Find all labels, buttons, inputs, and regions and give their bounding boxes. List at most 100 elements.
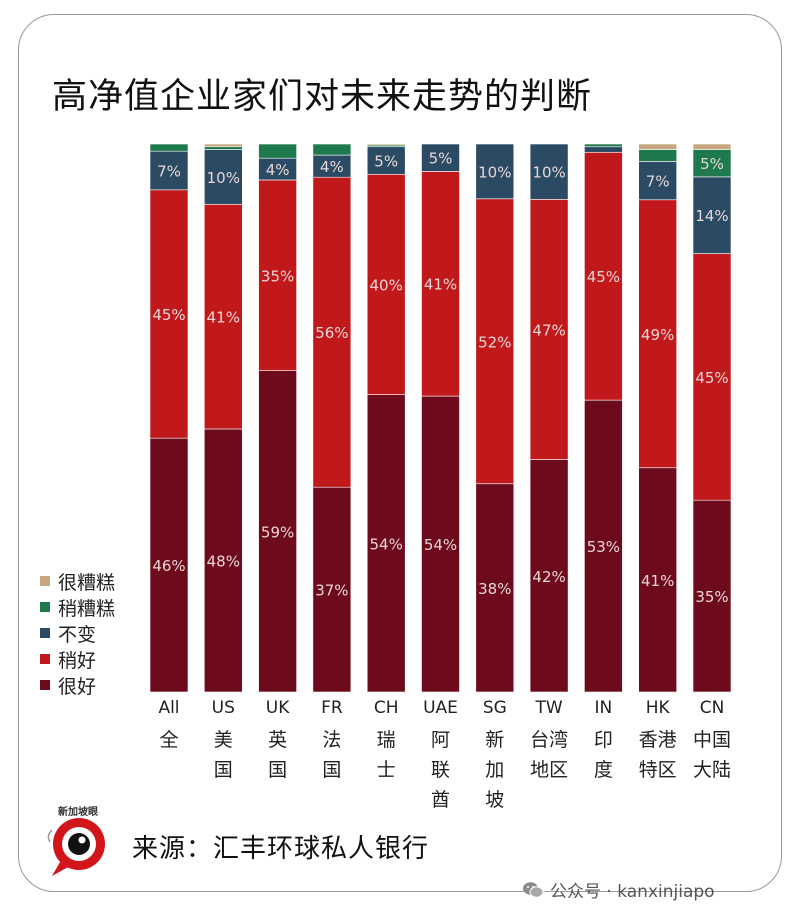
category-name-line: 印 bbox=[593, 729, 613, 751]
category-code: SG bbox=[482, 698, 507, 718]
data-label: 5% bbox=[429, 150, 453, 168]
category-label: CN 中国 大陆 bbox=[682, 697, 742, 785]
data-label: 41% bbox=[641, 572, 674, 590]
bar-segment bbox=[692, 253, 732, 501]
legend-swatch bbox=[40, 628, 50, 638]
bar-segment bbox=[312, 143, 352, 156]
data-label: 54% bbox=[370, 535, 403, 553]
bar-segment bbox=[584, 146, 623, 153]
bar-segment bbox=[204, 203, 243, 430]
category-name-line: 法 bbox=[322, 729, 342, 751]
legend-swatch bbox=[40, 602, 50, 612]
data-label: 35% bbox=[695, 588, 728, 606]
category-name-line: 加 bbox=[485, 759, 505, 781]
legend-swatch bbox=[40, 680, 50, 690]
category-name-line: 酋 bbox=[430, 789, 450, 811]
legend-label: 不变 bbox=[58, 623, 97, 646]
bar-segment bbox=[421, 395, 460, 693]
source-note: 来源：汇丰环球私人银行 bbox=[132, 834, 430, 864]
bar-segment bbox=[258, 370, 297, 693]
data-label: 45% bbox=[587, 268, 620, 286]
data-label: 10% bbox=[532, 164, 565, 182]
category-code: CH bbox=[373, 698, 399, 718]
bar-segment bbox=[204, 146, 243, 150]
data-label: 10% bbox=[478, 163, 511, 181]
category-name-line: 特区 bbox=[638, 759, 677, 781]
legend-swatch bbox=[40, 654, 50, 664]
category-label: SG 新加坡 bbox=[465, 697, 525, 815]
legend-label: 很糟糕 bbox=[58, 571, 116, 594]
category-name-line: 中国 bbox=[692, 729, 731, 751]
legend-label: 很好 bbox=[58, 675, 97, 698]
bar-segment bbox=[149, 189, 189, 439]
bar-segment bbox=[529, 199, 569, 460]
data-label: 7% bbox=[157, 162, 181, 180]
bar-segment bbox=[529, 459, 569, 693]
bar-segment bbox=[692, 499, 732, 693]
bar-segment bbox=[421, 171, 460, 397]
legend-item: 稍糟糕 bbox=[40, 594, 115, 620]
data-label: 54% bbox=[424, 536, 457, 554]
watermark: 公众号 · kanxinjiapo bbox=[522, 877, 715, 902]
chart-title: 高净值企业家们对未来走势的判断 bbox=[52, 77, 593, 117]
bar-segment bbox=[475, 483, 515, 693]
category-name-line: 国 bbox=[213, 759, 233, 781]
bar-segment bbox=[638, 467, 678, 693]
bar-segment bbox=[204, 428, 243, 693]
data-label: 4% bbox=[266, 161, 290, 179]
bar-segment bbox=[692, 149, 732, 178]
data-label: 7% bbox=[646, 173, 670, 191]
category-name-line: 度 bbox=[593, 759, 613, 781]
bar-segment bbox=[258, 143, 297, 159]
category-label: HK 香港 特区 bbox=[628, 697, 688, 785]
bar-segment bbox=[366, 394, 406, 693]
bar-segment bbox=[692, 143, 732, 150]
category-code: IN bbox=[594, 698, 613, 718]
category-name-line: 坡 bbox=[485, 789, 505, 811]
category-code: UAE bbox=[423, 698, 458, 718]
data-label: 45% bbox=[695, 369, 728, 387]
category-name-line: 联 bbox=[430, 759, 450, 781]
legend-swatch bbox=[40, 576, 50, 586]
bar-segment bbox=[366, 143, 406, 146]
data-label: 48% bbox=[207, 552, 240, 570]
data-label: 5% bbox=[700, 155, 724, 173]
legend-item: 稍好 bbox=[40, 646, 115, 672]
legend-label: 稍糟糕 bbox=[58, 597, 116, 620]
category-label: All 全 bbox=[139, 697, 199, 755]
bar-segment bbox=[149, 150, 189, 191]
category-label: TW 台湾 地区 bbox=[519, 697, 579, 785]
bar-segment bbox=[204, 149, 243, 205]
category-name-line: 香港 bbox=[638, 729, 677, 751]
category-code: UK bbox=[265, 698, 290, 718]
bar-segment bbox=[149, 143, 189, 152]
watermark-text: 公众号 · kanxinjiapo bbox=[550, 882, 715, 902]
bar-segment bbox=[204, 143, 243, 148]
category-name-line: 英 bbox=[268, 729, 288, 751]
category-name-line: 地区 bbox=[530, 759, 569, 781]
category-name-line: 美 bbox=[213, 729, 233, 751]
category-name-line: 国 bbox=[322, 759, 342, 781]
bar-segment bbox=[258, 179, 297, 371]
data-label: 14% bbox=[695, 207, 728, 225]
category-name-line: 全 bbox=[159, 729, 179, 751]
category-code: US bbox=[211, 698, 235, 718]
data-label: 53% bbox=[587, 538, 620, 556]
bar-segment bbox=[584, 151, 623, 401]
bar-segment bbox=[692, 176, 732, 254]
data-label: 35% bbox=[261, 267, 294, 285]
data-label: 52% bbox=[478, 333, 511, 351]
category-label: IN 印度 bbox=[573, 697, 633, 785]
bar-segment bbox=[366, 173, 406, 395]
category-label: UAE 阿联酋 bbox=[411, 697, 471, 815]
category-code: CN bbox=[699, 698, 725, 718]
data-label: 45% bbox=[152, 306, 185, 324]
category-name-line: 阿 bbox=[430, 729, 450, 751]
category-label: CH 瑞士 bbox=[356, 697, 416, 785]
legend-label: 稍好 bbox=[58, 649, 97, 672]
bar-segment bbox=[312, 486, 352, 693]
bar-segment bbox=[475, 198, 515, 485]
category-label: US 美国 bbox=[193, 697, 253, 785]
logo-text: 新加坡眼 bbox=[58, 807, 98, 818]
bar-segment bbox=[638, 161, 678, 201]
